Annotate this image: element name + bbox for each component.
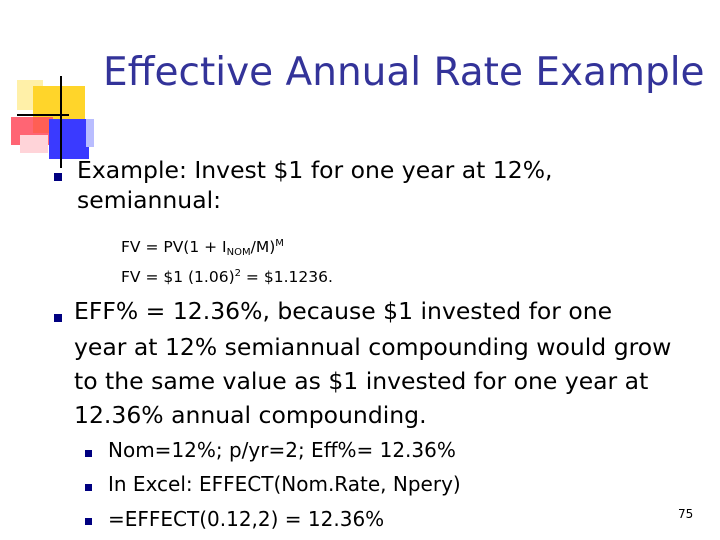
formula-fv-general-subscript: NOM [226, 247, 251, 258]
formula-fv-general-middle: /M) [250, 238, 276, 256]
decorative-square-blue [49, 119, 89, 159]
formula-fv-general-superscript: M [275, 238, 284, 249]
sub-bullet-icon [85, 518, 92, 525]
sub-bullet-icon [85, 484, 92, 491]
sub-bullet-icon [85, 450, 92, 457]
sub-bullet-2: In Excel: EFFECT(Nom.Rate, Npery) [108, 472, 461, 496]
page-number: 75 [678, 507, 694, 521]
bullet-2-line-3: to the same value as $1 invested for one… [74, 367, 649, 395]
formula-fv-general: FV = PV(1 + INOM/M)M [121, 234, 284, 263]
decorative-horizontal-line [17, 114, 69, 116]
decorative-vertical-line [60, 76, 62, 168]
bullet-1-line-2: semiannual: [77, 186, 222, 214]
formula-fv-example-suffix: = $1.1236. [241, 268, 333, 286]
bullet-icon [54, 173, 62, 181]
bullet-icon [54, 314, 62, 322]
bullet-2-line-4: 12.36% annual compounding. [74, 401, 427, 429]
sub-bullet-1: Nom=12%; p/yr=2; Eff%= 12.36% [108, 438, 456, 462]
decorative-square-pale-blue [86, 119, 94, 147]
bullet-2-line-1: EFF% = 12.36%, because $1 invested for o… [74, 297, 613, 325]
formula-fv-example: FV = $1 (1.06)2 = $1.1236. [121, 264, 333, 287]
formula-fv-example-superscript: 2 [234, 268, 241, 279]
bullet-2-line-2: year at 12% semiannual compounding would… [74, 333, 672, 361]
sub-bullet-3: =EFFECT(0.12,2) = 12.36% [108, 507, 385, 531]
formula-fv-example-prefix: FV = $1 (1.06) [121, 268, 235, 286]
formula-fv-general-prefix: FV = PV(1 + I [121, 238, 227, 256]
decorative-square-pale-red [20, 135, 48, 153]
bullet-1-line-1: Example: Invest $1 for one year at 12%, [77, 156, 553, 184]
slide-title: Effective Annual Rate Example [103, 50, 705, 95]
